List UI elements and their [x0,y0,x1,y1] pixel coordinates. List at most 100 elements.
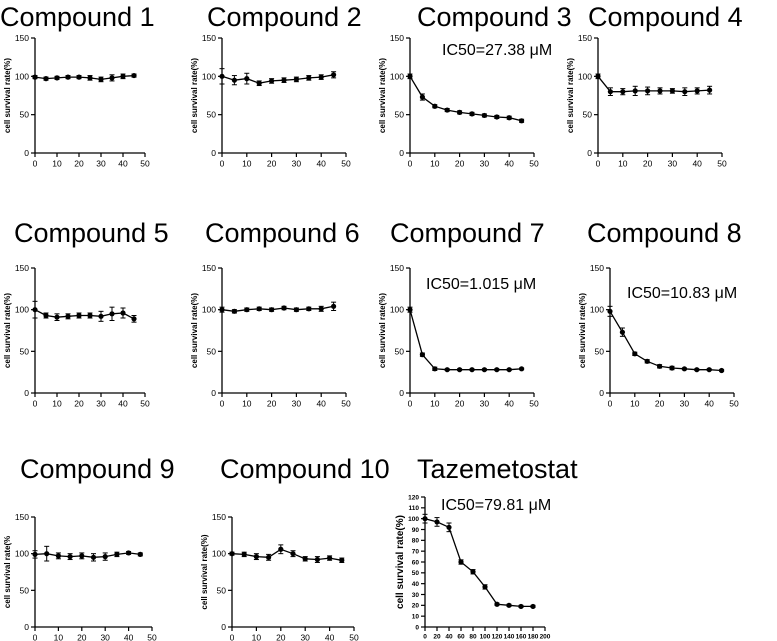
data-point [98,313,104,319]
ic50-annotation: IC50=79.81 μM [441,497,551,514]
ic50-annotation: IC50=1.015 μM [426,276,536,293]
panel-6: Compound 6 0 50 100 150 0 10 20 30 40 50 cell survi… [190,218,360,409]
data-point [519,366,525,372]
data-point [494,367,500,373]
y-tick-label: 0 [599,388,604,398]
x-tick-label: 50 [349,633,359,641]
x-tick-label: 30 [668,159,678,169]
data-point [241,551,247,558]
panel-11: Tazemetostat IC50=79.81 μM 0 10 20 30 40 50 60 70… [395,454,578,641]
y-tick-label: 50 [395,110,405,120]
data-point [293,307,299,313]
series-line [409,309,522,371]
x-tick-label: 180 [528,634,539,641]
panel-1: Compound 1 0 50 100 150 0 10 20 30 40 50 cell survi… [0,2,155,169]
x-tick-label: 10 [630,399,640,409]
data-point [494,114,500,120]
x-tick-label: 0 [608,399,613,409]
series-line [231,548,342,561]
data-point [327,555,333,561]
series-line [424,518,533,608]
ic50-annotation: IC50=10.83 μM [627,285,737,302]
y-tick-label: 30 [412,592,420,599]
x-tick-label: 30 [680,399,690,409]
data-point [518,603,524,610]
x-tick-label: 40 [504,399,514,409]
x-tick-label: 40 [118,399,128,409]
data-point [719,367,725,374]
y-axis-label: cell survival rate(%) [3,58,12,133]
y-tick-label: 100 [202,305,216,315]
data-point [102,554,108,560]
y-tick-label: 100 [408,516,419,523]
x-tick-label: 10 [618,159,628,169]
panel-7: Compound 7 IC50=1.015 μM 0 50 100 150 0 10 20 30 4… [378,218,545,409]
data-point [458,559,464,565]
data-point [519,118,525,124]
data-point [506,115,512,121]
chart-title: Tazemetostat [417,454,578,484]
x-tick-label: 0 [33,633,38,641]
y-tick-label: 150 [15,263,29,273]
y-tick-label: 50 [207,110,217,120]
data-point [506,602,512,608]
data-point [694,367,700,373]
y-tick-label: 50 [20,585,30,595]
data-point [481,367,487,373]
chart-title: Compound 4 [588,2,743,32]
data-point [306,306,312,312]
data-point [43,76,49,82]
data-point [65,313,71,319]
y-axis-label: cell survival rate(%) [378,58,387,133]
x-tick-label: 40 [325,633,335,641]
data-point [109,311,115,317]
y-tick-label: 150 [390,263,404,273]
x-tick-label: 40 [316,159,326,169]
data-point [229,551,235,557]
y-axis-label: cell survival rate(% [3,536,12,608]
y-tick-label: 10 [412,613,420,620]
y-tick-label: 0 [211,388,216,398]
y-tick-label: 40 [412,581,420,588]
series-line [34,309,135,320]
data-point [607,308,613,314]
panel-10: Compound 10 0 50 100 150 0 10 20 30 40 50 cell surv… [200,454,390,641]
x-tick-label: 10 [54,633,64,641]
x-tick-label: 50 [140,159,150,169]
y-tick-label: 100 [212,549,226,559]
data-point [482,584,488,590]
x-tick-label: 30 [292,399,302,409]
x-tick-label: 0 [408,159,413,169]
y-tick-label: 80 [412,538,420,545]
y-tick-label: 50 [583,110,593,120]
chart-title: Compound 5 [14,218,169,248]
series-line [221,305,334,312]
data-point [314,556,320,563]
y-tick-label: 100 [15,305,29,315]
data-point [281,77,287,83]
data-point [244,307,250,313]
series-line [609,310,722,372]
data-point [253,554,259,560]
series-line [409,75,522,122]
x-tick-label: 20 [276,633,286,641]
data-point [419,352,425,358]
x-tick-label: 20 [267,159,277,169]
series-line [597,75,710,93]
y-tick-label: 0 [587,148,592,158]
y-axis-label: cell survival rate(%) [566,58,575,133]
y-tick-label: 0 [221,622,226,632]
data-point [469,367,475,373]
y-tick-label: 0 [24,388,29,398]
series-line [34,552,141,558]
data-point [707,87,713,93]
panel-4: Compound 4 0 50 100 150 0 10 20 30 40 50 cell survi… [566,2,743,169]
x-tick-label: 0 [33,399,38,409]
chart-title: Compound 3 [417,2,572,32]
data-point [419,94,425,100]
y-tick-label: 0 [415,624,419,631]
y-tick-label: 50 [395,346,405,356]
chart-title: Compound 10 [220,454,390,484]
data-point [434,519,440,525]
